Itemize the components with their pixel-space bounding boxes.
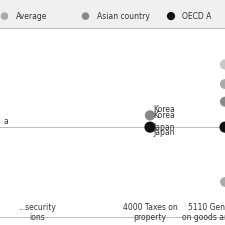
Text: Korea: Korea — [154, 105, 176, 114]
Text: ...security
ions: ...security ions — [18, 203, 56, 222]
Point — [223, 63, 225, 66]
Point — [84, 14, 87, 18]
Text: Japan: Japan — [154, 128, 175, 137]
Point — [169, 14, 173, 18]
Point — [3, 14, 6, 18]
Text: 4000 Taxes on
property: 4000 Taxes on property — [123, 203, 177, 222]
Point — [223, 180, 225, 184]
Text: Korea: Korea — [154, 111, 176, 120]
Point — [148, 125, 152, 129]
Point — [223, 82, 225, 86]
Text: a: a — [4, 117, 9, 126]
Text: Japan: Japan — [154, 123, 175, 132]
Text: OECD A: OECD A — [182, 11, 212, 21]
Point — [148, 114, 152, 117]
Point — [223, 100, 225, 104]
Text: 5110 General taxes
on goods and services: 5110 General taxes on goods and services — [182, 203, 225, 222]
Point — [223, 125, 225, 129]
Text: Average: Average — [16, 11, 47, 21]
Text: Asian country: Asian country — [97, 11, 150, 21]
